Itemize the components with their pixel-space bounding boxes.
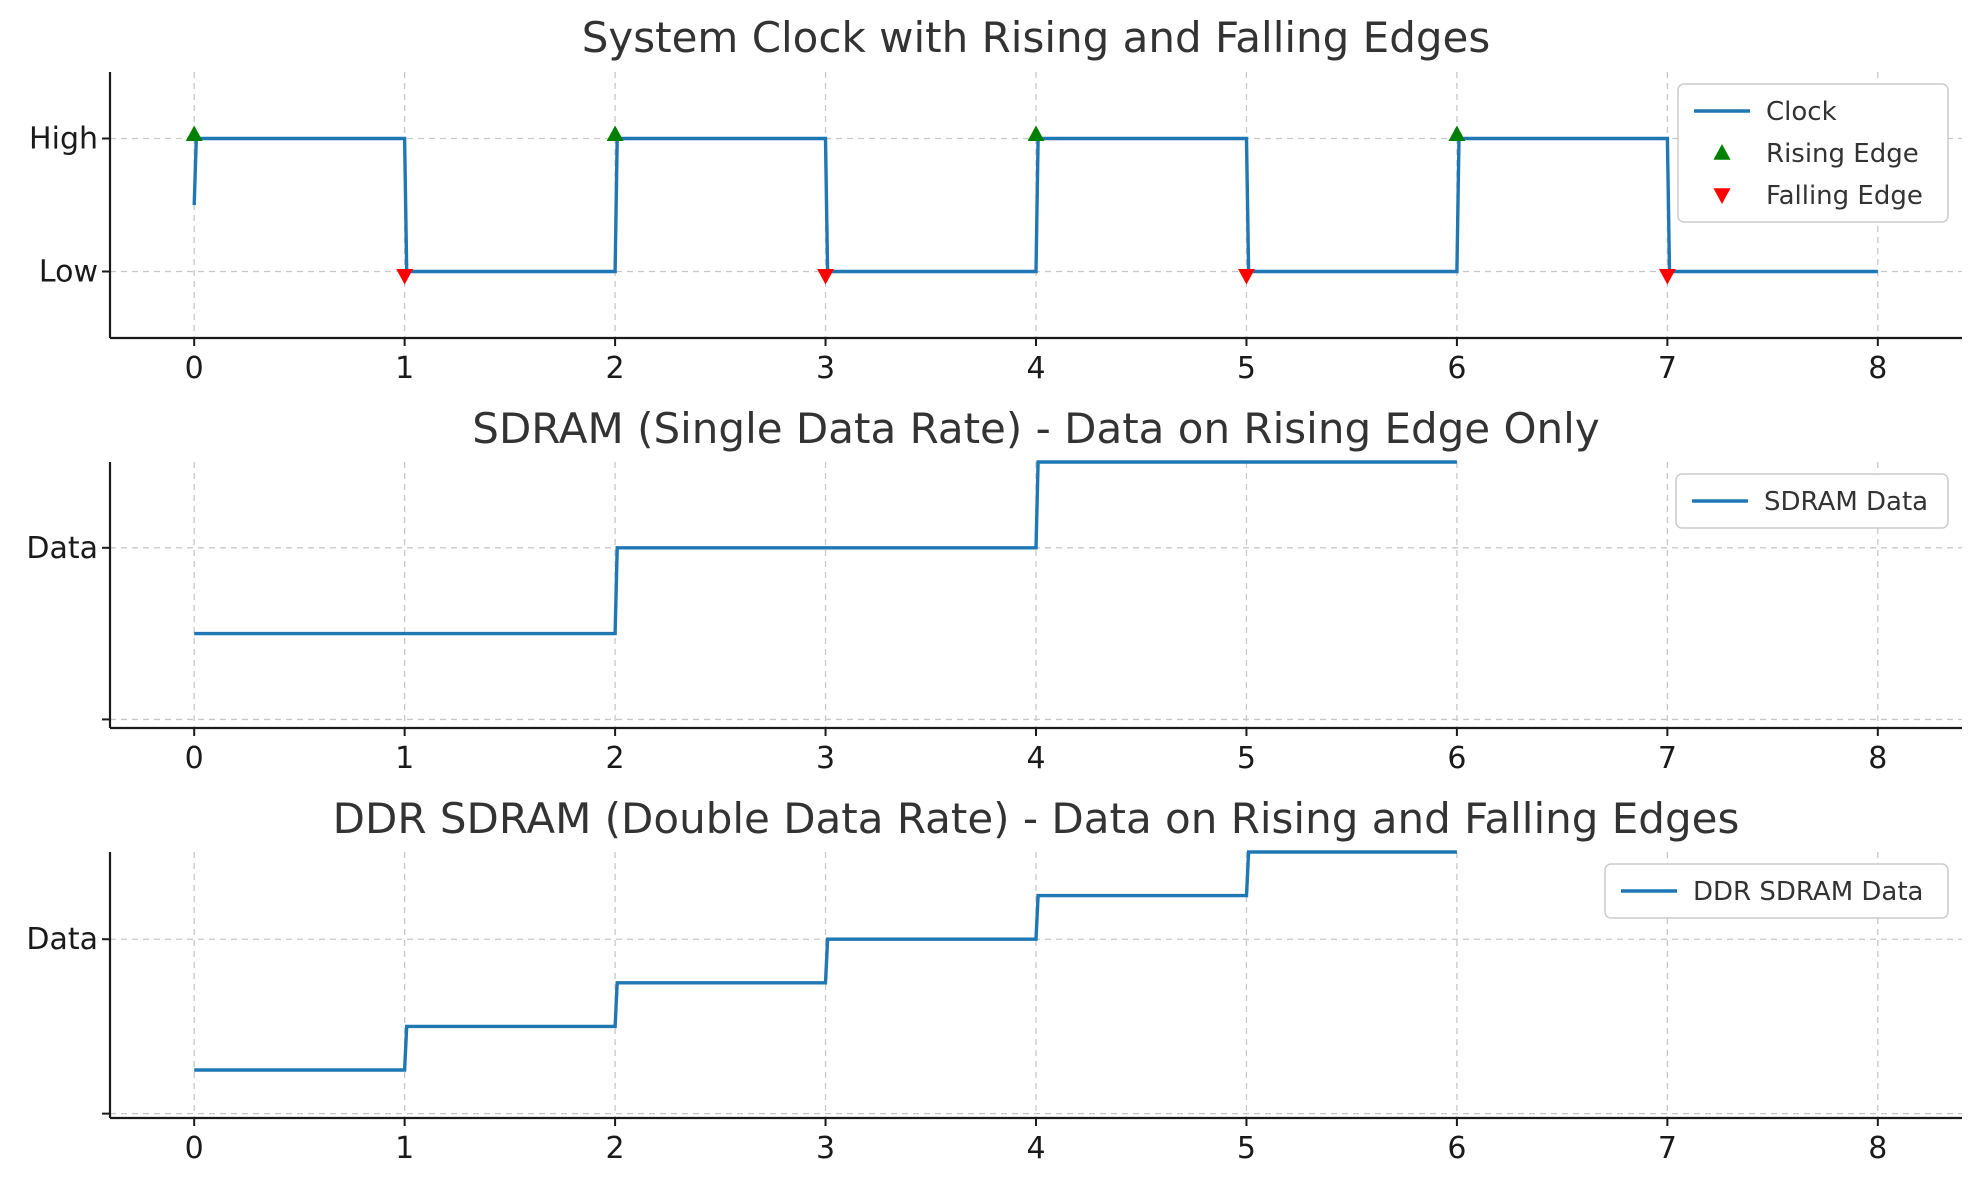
x-tick-label: 3 [816,351,835,386]
x-tick-label: 7 [1658,741,1677,776]
x-tick-label: 6 [1447,351,1466,386]
legend: SDRAM Data [1675,473,1949,529]
x-tick-label: 0 [185,351,204,386]
x-tick-label: 5 [1237,741,1256,776]
x-tick-label: 1 [395,1131,414,1166]
x-tick-label: 7 [1658,351,1677,386]
y-tick-label: High [29,122,98,157]
falling-edge-marker [396,269,414,285]
falling-edge-marker [817,269,834,285]
rising-edge-marker [185,125,203,141]
rising-edge-marker [1448,125,1466,141]
chart-panel-1: System Clock with Rising and Falling Edg… [29,13,1962,386]
x-tick-label: 0 [185,1131,204,1166]
x-tick-label: 6 [1447,741,1466,776]
falling-edge-marker [1658,269,1676,285]
y-tick-label: Data [26,922,98,957]
x-tick-label: 3 [816,1131,835,1166]
x-tick-label: 7 [1658,1131,1677,1166]
legend-frame [1604,863,1949,919]
x-tick-label: 8 [1868,1131,1887,1166]
chart-panel-2: SDRAM (Single Data Rate) - Data on Risin… [26,404,1962,776]
legend: DDR SDRAM Data [1604,863,1949,919]
y-tick-label: Low [39,255,98,290]
rising-edge-marker [1027,125,1045,141]
legend: Clock Rising Edge Falling Edge [1677,83,1949,223]
legend-frame [1677,83,1949,223]
x-tick-label: 6 [1447,1131,1466,1166]
chart-panel-3: DDR SDRAM (Double Data Rate) - Data on R… [26,794,1962,1166]
legend-label: Clock [1766,97,1837,127]
ddr-sdram-data-line [194,850,1457,1072]
x-tick-label: 1 [395,741,414,776]
x-tick-label: 1 [395,351,414,386]
x-tick-label: 8 [1868,351,1887,386]
legend-frame [1675,473,1949,529]
y-tick-label: Data [26,531,98,566]
legend-label: SDRAM Data [1764,487,1928,517]
legend-falling-marker [1713,188,1731,204]
x-tick-label: 4 [1026,351,1045,386]
x-tick-label: 2 [606,741,625,776]
x-tick-label: 0 [185,741,204,776]
chart-title: DDR SDRAM (Double Data Rate) - Data on R… [333,794,1740,843]
legend-label: Falling Edge [1766,181,1923,211]
x-tick-label: 5 [1237,1131,1256,1166]
x-tick-label: 4 [1026,1131,1045,1166]
rising-edge-marker [606,125,624,141]
x-tick-label: 3 [816,741,835,776]
x-tick-label: 8 [1868,741,1887,776]
chart-title: System Clock with Rising and Falling Edg… [582,13,1491,62]
legend-label: DDR SDRAM Data [1693,877,1923,907]
falling-edge-marker [1238,269,1255,285]
clock-line [192,136,1878,274]
legend-rising-marker [1713,144,1731,160]
legend-label: Rising Edge [1766,139,1919,169]
x-tick-label: 2 [606,351,625,386]
x-tick-label: 2 [606,1131,625,1166]
sdram-data-line [194,460,1457,636]
x-tick-label: 5 [1237,351,1256,386]
chart-title: SDRAM (Single Data Rate) - Data on Risin… [472,404,1599,453]
x-tick-label: 4 [1026,741,1045,776]
